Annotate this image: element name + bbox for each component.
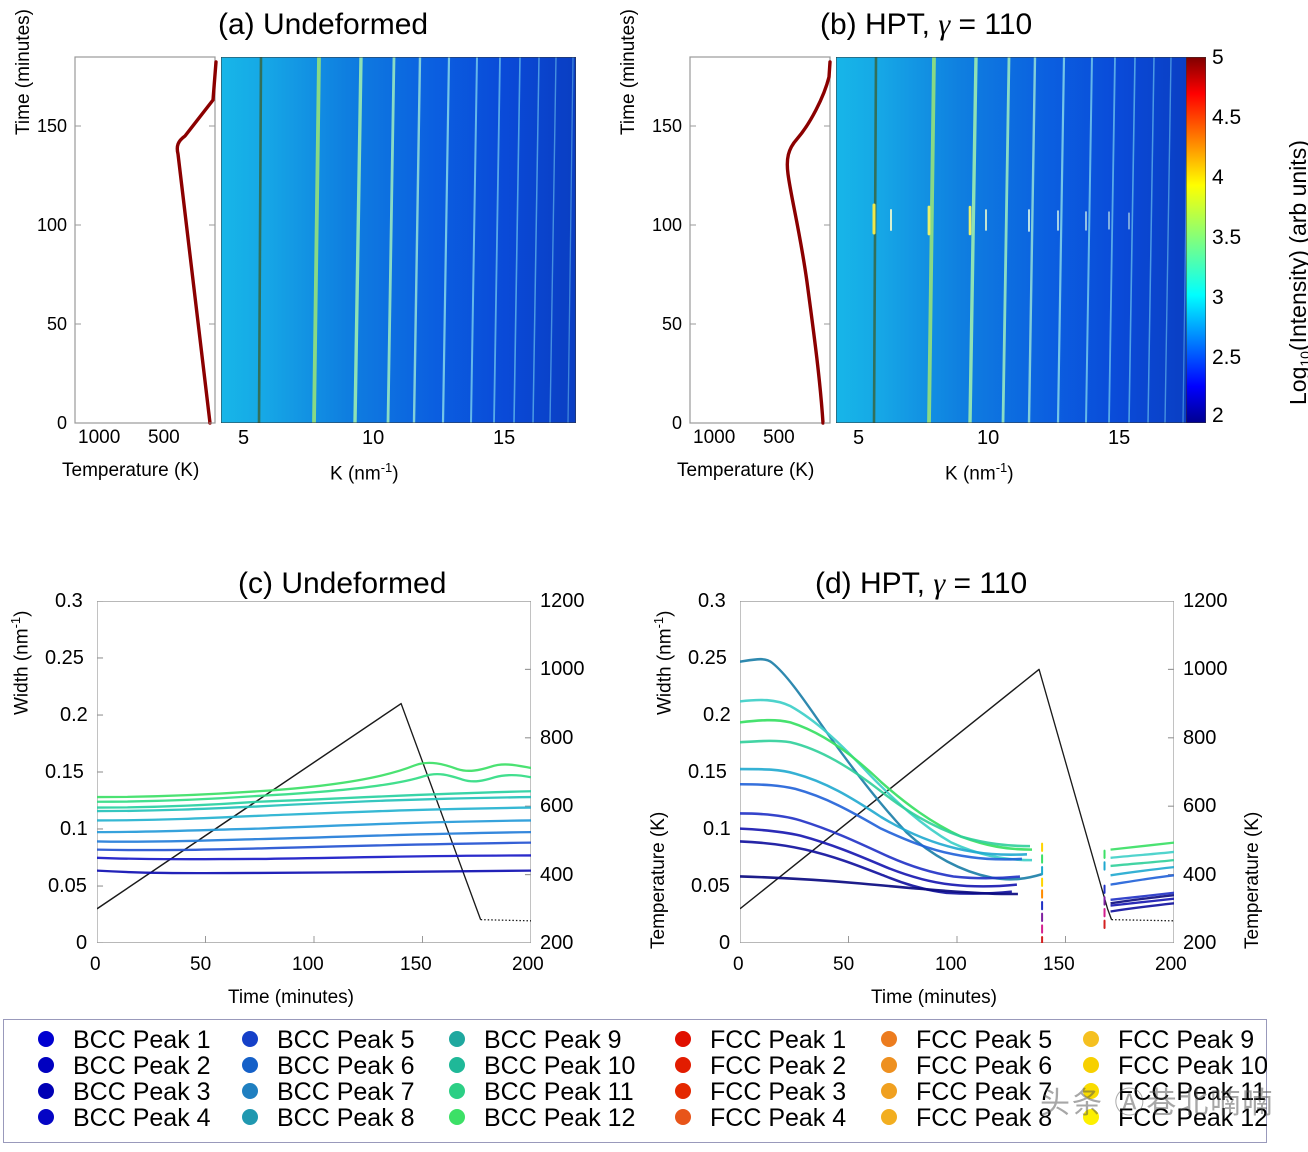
- svg-text:50: 50: [662, 314, 682, 334]
- svg-text:BCC Peak 9: BCC Peak 9: [484, 1026, 622, 1054]
- svg-text:BCC Peak 8: BCC Peak 8: [277, 1104, 415, 1132]
- svg-text:BCC Peak 4: BCC Peak 4: [73, 1104, 211, 1132]
- svg-text:BCC Peak 1: BCC Peak 1: [73, 1026, 211, 1054]
- svg-text:BCC Peak 7: BCC Peak 7: [277, 1078, 415, 1106]
- svg-text:100: 100: [652, 215, 682, 235]
- svg-text:FCC Peak 5: FCC Peak 5: [916, 1026, 1052, 1054]
- svg-text:FCC Peak 2: FCC Peak 2: [710, 1052, 846, 1080]
- svg-text:FCC Peak 7: FCC Peak 7: [916, 1078, 1052, 1106]
- svg-text:FCC Peak 4: FCC Peak 4: [710, 1104, 846, 1132]
- svg-text:BCC Peak 12: BCC Peak 12: [484, 1104, 635, 1132]
- svg-text:FCC Peak 3: FCC Peak 3: [710, 1078, 846, 1106]
- svg-text:100: 100: [37, 215, 67, 235]
- svg-text:FCC Peak 6: FCC Peak 6: [916, 1052, 1052, 1080]
- svg-text:FCC Peak 8: FCC Peak 8: [916, 1104, 1052, 1132]
- svg-text:BCC Peak 10: BCC Peak 10: [484, 1052, 635, 1080]
- svg-text:BCC Peak 6: BCC Peak 6: [277, 1052, 415, 1080]
- svg-text:FCC Peak 9: FCC Peak 9: [1118, 1026, 1254, 1054]
- svg-text:FCC Peak 10: FCC Peak 10: [1118, 1052, 1267, 1080]
- svg-text:BCC Peak 2: BCC Peak 2: [73, 1052, 211, 1080]
- svg-text:150: 150: [37, 116, 67, 136]
- svg-text:BCC Peak 3: BCC Peak 3: [73, 1078, 211, 1106]
- svg-text:BCC Peak 5: BCC Peak 5: [277, 1026, 415, 1054]
- svg-text:BCC Peak 11: BCC Peak 11: [484, 1078, 634, 1106]
- svg-text:0: 0: [57, 413, 67, 433]
- svg-text:FCC Peak 1: FCC Peak 1: [710, 1026, 846, 1054]
- svg-text:50: 50: [47, 314, 67, 334]
- svg-text:0: 0: [672, 413, 682, 433]
- svg-text:150: 150: [652, 116, 682, 136]
